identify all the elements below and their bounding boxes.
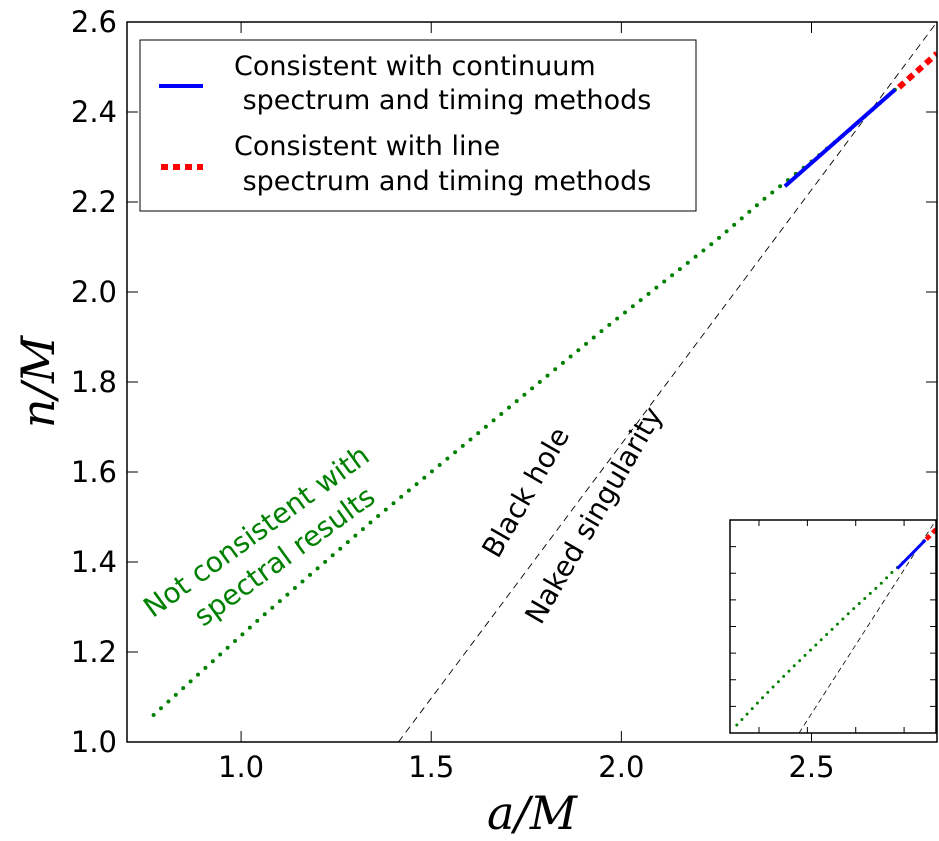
y-tick-label: 2.0	[71, 275, 117, 309]
main-series-consistent-with-line	[897, 51, 937, 90]
y-tick-label: 2.2	[71, 185, 117, 219]
inset-background	[730, 520, 936, 733]
legend-label-line-line1: Consistent with line	[234, 131, 500, 162]
y-tick-label: 2.6	[71, 5, 117, 39]
inset-series-thin-dashed	[798, 520, 936, 733]
inset-ticks	[730, 519, 936, 734]
inset-series-consistent-with-continuum	[896, 538, 927, 570]
main-plot-series	[151, 22, 937, 742]
main-series-consistent-with-continuum	[783, 87, 897, 188]
x-tick-label: 1.0	[218, 750, 264, 784]
y-tick-label: 1.2	[71, 635, 117, 669]
inset-plot	[729, 519, 937, 734]
y-tick-label: 1.0	[71, 725, 117, 759]
y-tick-label: 2.4	[71, 95, 117, 129]
legend-label-line-line2: spectrum and timing methods	[234, 166, 651, 197]
x-tick-label: 1.5	[408, 750, 454, 784]
legend-label-continuum-line2: spectrum and timing methods	[234, 85, 651, 116]
annotations: Not consistent with spectral results Bla…	[137, 401, 669, 633]
x-tick-label: 2.0	[598, 750, 644, 784]
x-axis-label: a/M	[487, 786, 579, 840]
y-axis-label: n/M	[11, 334, 65, 428]
y-tick-label: 1.4	[71, 545, 117, 579]
y-tick-label: 1.6	[71, 455, 117, 489]
inset-series-consistent-with-line	[924, 527, 936, 541]
main-series-dotted	[151, 87, 898, 717]
inset-series-dotted	[735, 538, 927, 727]
inset-series	[735, 520, 936, 733]
main-series-thin-dashed	[398, 22, 937, 742]
legend-label-continuum-line1: Consistent with continuum	[234, 51, 596, 82]
legend: Consistent with continuum spectrum and t…	[139, 39, 697, 212]
y-tick-label: 1.8	[71, 365, 117, 399]
axis-ticks: 1.0 1.5 2.0 2.5 1.0 1.2 1.4 1.6 1.8 2.0 2.2 2.4 2.6	[71, 5, 937, 784]
legend-box	[139, 39, 697, 212]
x-tick-label: 2.5	[788, 750, 834, 784]
